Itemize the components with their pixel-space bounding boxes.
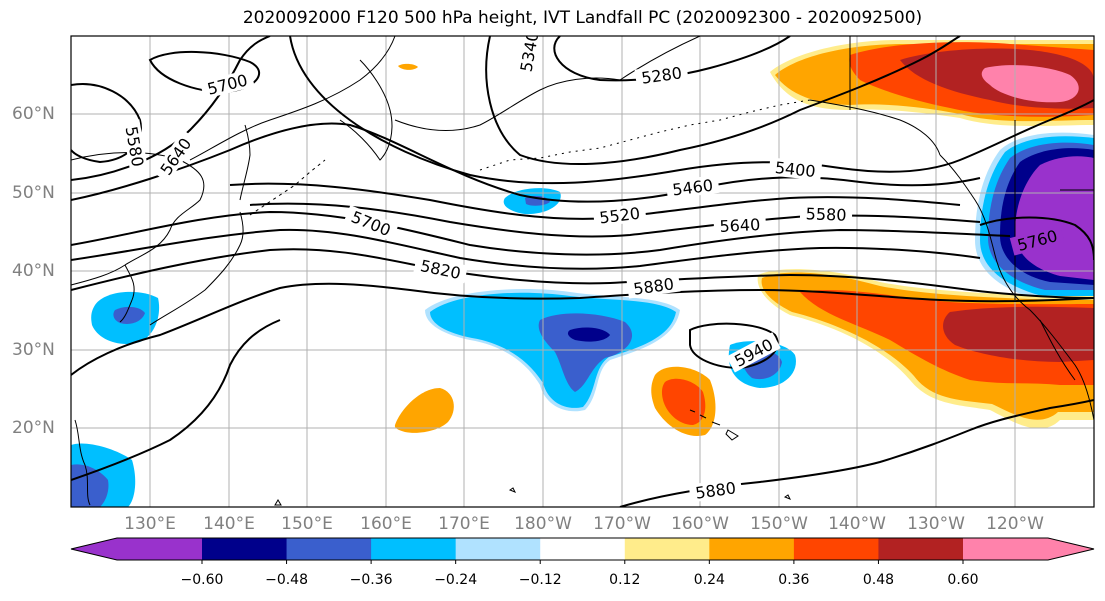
shade-sw-blue <box>71 464 109 507</box>
coast-islands <box>274 487 792 506</box>
coast-hawaii <box>689 409 739 441</box>
contour-5880-main <box>71 282 1094 376</box>
lon-tick-label: 180°W <box>514 514 572 534</box>
shade-wpac-orange <box>394 388 454 433</box>
coast-asia <box>71 152 205 286</box>
contour-5580 <box>249 202 981 238</box>
colorbar-segment <box>540 538 626 560</box>
colorbar-tick-label: −0.24 <box>434 572 478 588</box>
colorbar-tick-label: −0.48 <box>265 572 308 588</box>
lon-tick-label: 140°W <box>828 514 886 534</box>
lon-tick-label: 150°W <box>750 514 808 534</box>
lon-tick-label: 170°W <box>593 514 651 534</box>
lat-tick-label: 30°N <box>12 340 55 360</box>
coast-alaska <box>619 36 941 156</box>
coast-baja <box>1039 319 1076 381</box>
coast-okhotsk <box>189 36 396 161</box>
colorbar-segment <box>455 538 541 560</box>
coast-aleutians <box>479 99 811 171</box>
colorbar-segment <box>286 538 372 560</box>
colorbar-segment <box>371 538 457 560</box>
coast-borders <box>849 36 1094 300</box>
lon-tick-label: 130°W <box>907 514 965 534</box>
contour-5340-5280 <box>485 36 961 166</box>
plot-frame <box>70 35 1095 508</box>
colorbar-segment <box>793 538 879 560</box>
colorbar-segment <box>878 538 964 560</box>
coast-japan <box>149 211 244 326</box>
lat-tick-label: 20°N <box>12 418 55 438</box>
contour-label: 5520 <box>598 204 641 228</box>
map-title: 2020092000 F120 500 hPa height, IVT Land… <box>242 8 923 28</box>
lon-tick-label: 160°E <box>360 514 412 534</box>
shade-subtrop-darkred <box>943 306 1094 362</box>
shade-alaska-pink <box>981 65 1079 103</box>
lon-tick-label: 130°E <box>124 514 176 534</box>
coast-westna <box>939 154 1094 421</box>
colorbar-tick-label: 0.48 <box>862 572 895 588</box>
colorbar-segment <box>963 538 1094 560</box>
colorbar-tick-label: 0.36 <box>778 572 810 588</box>
coast-korea <box>119 264 135 323</box>
colorbar-tick-label: −0.60 <box>180 572 224 588</box>
colorbar-tick-label: 0.24 <box>693 572 725 588</box>
shade-central-blue <box>538 313 633 392</box>
shade-japan-blue <box>113 306 145 324</box>
contour-5880-south <box>71 319 281 481</box>
colorbar-segment <box>202 538 288 560</box>
contour-label: 5640 <box>719 215 761 236</box>
contour-5760-east <box>979 216 1094 261</box>
shade-central-navy <box>567 327 610 342</box>
lon-tick-label: 160°W <box>671 514 729 534</box>
coast-bering <box>394 77 621 131</box>
lon-tick-label: 140°E <box>203 514 255 534</box>
colorbar-segments <box>71 538 1094 560</box>
colorbar-outline <box>70 537 1095 561</box>
colorbar-tick-label: −0.36 <box>349 572 393 588</box>
colorbar-segment <box>624 538 710 560</box>
colorbar-segment <box>71 538 202 560</box>
contour-label: 5460 <box>671 176 714 200</box>
lat-tick-label: 50°N <box>12 183 55 203</box>
contour-5640 <box>71 210 1011 256</box>
coast-sakhalin <box>239 124 251 201</box>
contour-5700 <box>71 228 981 270</box>
shade-small-orange <box>398 63 418 70</box>
colorbar-tick-label: 0.12 <box>609 572 641 588</box>
coastlines <box>71 36 1094 506</box>
contour-5940 <box>689 322 779 370</box>
contour-5820 <box>71 248 1094 299</box>
coast-kurils <box>249 159 326 216</box>
contour-5700-west <box>148 50 261 94</box>
colorbar-ticks <box>201 560 964 564</box>
colorbar-tick-label: −0.12 <box>518 572 562 588</box>
colorbar-segment <box>709 538 795 560</box>
shade-hawaii-red <box>661 378 706 425</box>
lat-tick-label: 40°N <box>12 261 55 281</box>
contour-5460 <box>71 122 981 203</box>
contour-5400 <box>289 36 1094 185</box>
contour-labels: 5700 5580 5640 5340 5280 5400 5460 5520 … <box>122 36 1065 503</box>
lon-tick-label: 170°E <box>438 514 490 534</box>
coast-kamchatka <box>339 59 393 161</box>
lat-tick-label: 60°N <box>12 104 55 124</box>
lon-tick-label: 120°W <box>986 514 1044 534</box>
coast-philippines <box>74 419 91 506</box>
colorbar-tick-label: 0.60 <box>947 572 979 588</box>
lon-tick-label: 150°E <box>281 514 333 534</box>
contour-label: 5580 <box>805 204 846 224</box>
contour-label: 5400 <box>774 158 816 181</box>
contour-5640-west <box>71 36 271 181</box>
